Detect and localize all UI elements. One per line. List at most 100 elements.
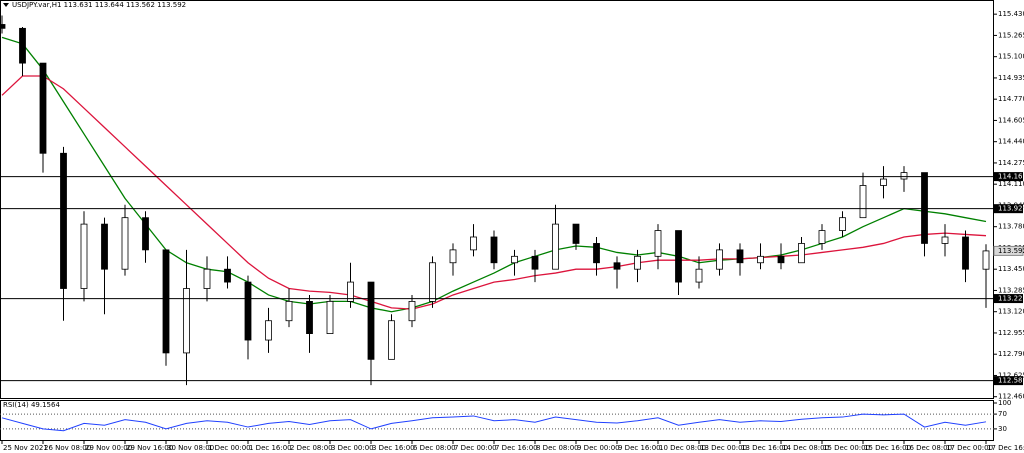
rsi-line bbox=[1, 413, 987, 432]
candle-body bbox=[142, 217, 149, 251]
level-label: 113.920 bbox=[998, 205, 1024, 213]
y-tick-label: 113.780 bbox=[998, 223, 1024, 231]
candle-body bbox=[941, 236, 949, 244]
candle-body bbox=[470, 236, 477, 251]
candle-body bbox=[408, 300, 416, 322]
x-tick-label: 16 Dec 08:00 bbox=[905, 444, 952, 452]
x-tick-label: 1 Dec 00:00 bbox=[208, 444, 251, 452]
candle-body bbox=[265, 320, 272, 341]
x-tick-label: 13 Dec 16:00 bbox=[741, 444, 788, 452]
x-tick-label: 8 Dec 08:00 bbox=[536, 444, 579, 452]
candle-body bbox=[777, 255, 785, 264]
level-label: 112.585 bbox=[998, 377, 1024, 385]
candle-body bbox=[757, 255, 764, 264]
x-tick-label: 9 Dec 00:00 bbox=[577, 444, 620, 452]
y-tick-label: 113.450 bbox=[998, 265, 1024, 273]
x-tick-label: 29 Nov 00:00 bbox=[85, 444, 132, 452]
x-tick-label: 9 Dec 16:00 bbox=[618, 444, 661, 452]
x-tick-label: 15 Dec 16:00 bbox=[864, 444, 911, 452]
candle-body bbox=[982, 250, 990, 270]
y-tick-label: 30 bbox=[998, 425, 1007, 433]
candle-body bbox=[552, 223, 559, 270]
candle-body bbox=[695, 268, 703, 283]
candle-body bbox=[19, 27, 26, 64]
x-tick-label: 25 Nov 2021 bbox=[3, 444, 48, 452]
candle-body bbox=[880, 178, 887, 186]
candle-body bbox=[675, 230, 682, 283]
candle-body bbox=[121, 217, 129, 270]
candle-body bbox=[224, 268, 231, 283]
y-tick-label: 112.955 bbox=[998, 329, 1024, 337]
x-tick-label: 13 Dec 00:00 bbox=[700, 444, 747, 452]
y-tick-label: 114.440 bbox=[998, 138, 1024, 146]
candle-body bbox=[429, 262, 436, 302]
y-tick-label: 114.110 bbox=[998, 180, 1024, 188]
level-label: 114.169 bbox=[998, 173, 1024, 181]
y-tick-label: 114.605 bbox=[998, 116, 1024, 124]
y-tick-label: 113.285 bbox=[998, 286, 1024, 294]
candle-body bbox=[162, 249, 170, 354]
x-tick-label: 3 Dec 00:00 bbox=[331, 444, 374, 452]
candle-body bbox=[798, 243, 805, 264]
y-tick-label: 112.625 bbox=[998, 371, 1024, 379]
level-label-box bbox=[994, 294, 1023, 304]
y-tick-label: 112.790 bbox=[998, 350, 1024, 358]
level-label-box bbox=[994, 204, 1023, 214]
y-tick-label: 114.770 bbox=[998, 95, 1024, 103]
candle-body bbox=[900, 172, 908, 180]
x-tick-label: 3 Dec 16:00 bbox=[372, 444, 415, 452]
main-panel-frame bbox=[0, 0, 994, 399]
candle-body bbox=[39, 62, 47, 154]
candle-body bbox=[80, 223, 88, 289]
candle-body bbox=[736, 249, 744, 264]
candle-body bbox=[921, 172, 928, 244]
x-tick-label: 14 Dec 08:00 bbox=[782, 444, 829, 452]
x-tick-label: 17 Dec 16:00 bbox=[987, 444, 1024, 452]
candle-body bbox=[859, 185, 867, 219]
candle-body bbox=[285, 300, 293, 322]
level-label-box bbox=[994, 172, 1023, 182]
candle-body bbox=[531, 255, 539, 270]
menu-arrow[interactable] bbox=[3, 3, 9, 7]
candle-body bbox=[511, 255, 518, 264]
candle-body bbox=[101, 223, 108, 270]
x-tick-label: 7 Dec 00:00 bbox=[454, 444, 497, 452]
x-tick-label: 30 Nov 08:00 bbox=[167, 444, 214, 452]
level-label: 113.222 bbox=[998, 295, 1024, 303]
candle-body bbox=[367, 281, 375, 360]
candle-body bbox=[449, 249, 457, 264]
x-tick-label: 26 Nov 08:00 bbox=[44, 444, 91, 452]
candle-body bbox=[634, 255, 641, 270]
candle-body bbox=[326, 300, 334, 334]
candle-body bbox=[839, 217, 846, 231]
y-tick-label: 115.430 bbox=[998, 10, 1024, 18]
x-tick-label: 17 Dec 00:00 bbox=[946, 444, 993, 452]
candle-body bbox=[654, 230, 662, 257]
x-tick-label: 10 Dec 08:00 bbox=[659, 444, 706, 452]
candle-body bbox=[818, 230, 826, 244]
y-tick-label: 114.275 bbox=[998, 159, 1024, 167]
level-label-box bbox=[994, 376, 1023, 386]
candle-body bbox=[716, 249, 723, 270]
candle-body bbox=[347, 281, 354, 302]
candle-body bbox=[183, 288, 190, 354]
x-tick-label: 7 Dec 16:00 bbox=[495, 444, 538, 452]
rsi-panel-frame bbox=[0, 400, 994, 441]
candle-body bbox=[572, 223, 580, 244]
y-tick-label: 114.935 bbox=[998, 74, 1024, 82]
last-price-label: 113.592 bbox=[998, 247, 1024, 255]
last-price-box bbox=[993, 245, 1024, 256]
y-tick-label: 113.120 bbox=[998, 308, 1024, 316]
candle-body bbox=[306, 300, 313, 334]
x-tick-label: 2 Dec 08:00 bbox=[290, 444, 333, 452]
y-tick-label: 112.460 bbox=[998, 393, 1024, 401]
x-tick-label: 6 Dec 08:00 bbox=[413, 444, 456, 452]
candle-body bbox=[613, 262, 621, 270]
x-tick-label: 1 Dec 16:00 bbox=[249, 444, 292, 452]
candle-body bbox=[244, 281, 252, 341]
candle-body bbox=[962, 236, 969, 270]
chart-title: USDJPY.var,H1 113.631 113.644 113.562 11… bbox=[12, 1, 186, 9]
candle-body bbox=[203, 268, 211, 289]
